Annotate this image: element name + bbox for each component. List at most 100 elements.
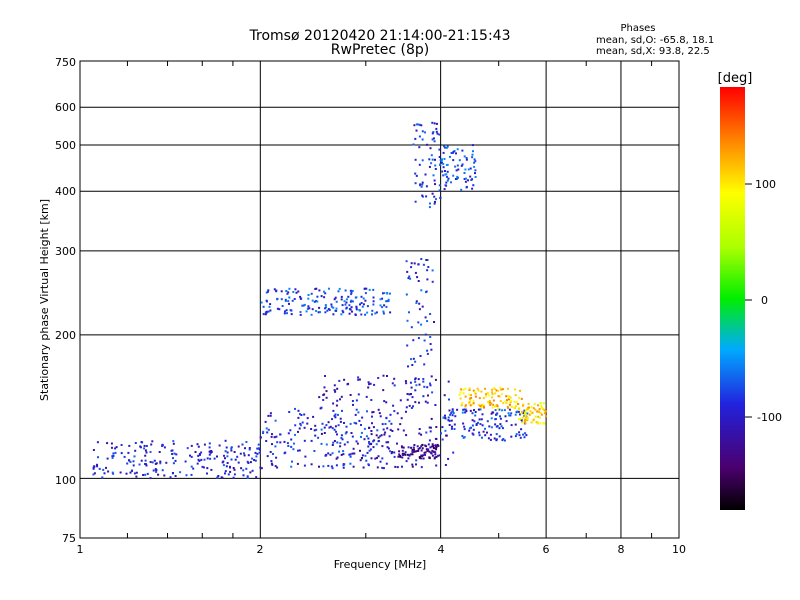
data-point [224, 472, 226, 475]
data-point [429, 336, 432, 338]
data-point [422, 454, 425, 457]
data-point [514, 394, 517, 397]
data-point [241, 443, 244, 446]
data-point [405, 382, 408, 385]
data-point [272, 453, 274, 455]
data-point [493, 437, 496, 440]
data-point [341, 438, 344, 441]
data-point [344, 303, 347, 306]
data-point [340, 437, 343, 439]
colorbar-gradient [720, 87, 745, 510]
data-point [361, 454, 364, 457]
data-point [206, 457, 209, 460]
data-point [482, 397, 485, 400]
data-point [283, 440, 286, 443]
data-point [472, 150, 474, 153]
data-point [290, 309, 293, 312]
data-point [508, 398, 510, 401]
data-point [432, 447, 435, 449]
x-tick-label: 8 [618, 543, 625, 556]
data-point [372, 288, 375, 291]
data-point [230, 447, 233, 450]
data-point [325, 454, 328, 457]
data-point [153, 459, 156, 462]
data-point [357, 393, 360, 396]
data-point [407, 277, 410, 280]
data-point [427, 394, 429, 397]
data-point [420, 445, 423, 448]
data-point [460, 164, 463, 167]
data-point [123, 455, 126, 458]
data-point [295, 291, 298, 294]
data-point [519, 417, 522, 420]
data-point [426, 449, 429, 452]
data-point [401, 452, 404, 455]
data-point [196, 462, 199, 465]
data-point [288, 296, 291, 299]
data-point [333, 298, 336, 301]
data-point [445, 173, 448, 176]
y-tick-label: 100 [55, 474, 76, 487]
data-point [286, 312, 288, 315]
data-point [131, 470, 133, 472]
data-point [371, 411, 374, 414]
data-point [276, 441, 279, 444]
data-point [388, 435, 391, 438]
data-point [431, 121, 434, 124]
data-point [265, 291, 268, 294]
data-point [424, 333, 427, 336]
data-point [434, 183, 436, 186]
data-point [442, 166, 445, 169]
data-point [382, 389, 385, 392]
data-point [513, 400, 516, 403]
data-point [291, 299, 294, 302]
data-point [377, 377, 380, 379]
data-point [426, 269, 429, 272]
data-point [447, 457, 450, 460]
data-point [461, 163, 464, 166]
data-point [382, 467, 385, 470]
data-point [209, 457, 212, 460]
data-point [405, 260, 408, 263]
data-point [351, 310, 353, 313]
data-point [370, 443, 372, 446]
data-point [420, 433, 423, 436]
data-point [379, 435, 382, 438]
data-point [506, 399, 508, 402]
data-point [202, 466, 205, 469]
data-point [287, 445, 290, 447]
data-point [499, 386, 502, 389]
data-point [143, 444, 146, 447]
data-point [246, 475, 249, 478]
data-point [189, 454, 191, 457]
data-point [414, 377, 417, 380]
data-point [120, 444, 123, 446]
data-point [418, 123, 421, 126]
data-point [491, 393, 494, 396]
data-point [405, 460, 408, 463]
data-point [538, 408, 541, 411]
data-point [278, 308, 281, 311]
data-point [299, 422, 302, 425]
data-point [368, 427, 371, 429]
data-point [361, 305, 364, 308]
data-point [411, 463, 414, 466]
data-point [384, 423, 387, 425]
data-point [230, 449, 233, 452]
data-point [471, 424, 474, 427]
data-point [429, 451, 432, 454]
data-point [257, 443, 260, 446]
data-point [424, 131, 426, 134]
data-point [364, 299, 367, 302]
data-point [310, 292, 313, 295]
data-point [404, 451, 407, 454]
data-point [433, 122, 436, 125]
data-point [236, 455, 239, 458]
data-point [334, 425, 337, 428]
data-point [391, 382, 394, 385]
data-point [297, 409, 300, 412]
data-point [127, 451, 130, 454]
data-point [507, 387, 509, 390]
data-point [444, 184, 447, 187]
data-point [158, 451, 161, 453]
